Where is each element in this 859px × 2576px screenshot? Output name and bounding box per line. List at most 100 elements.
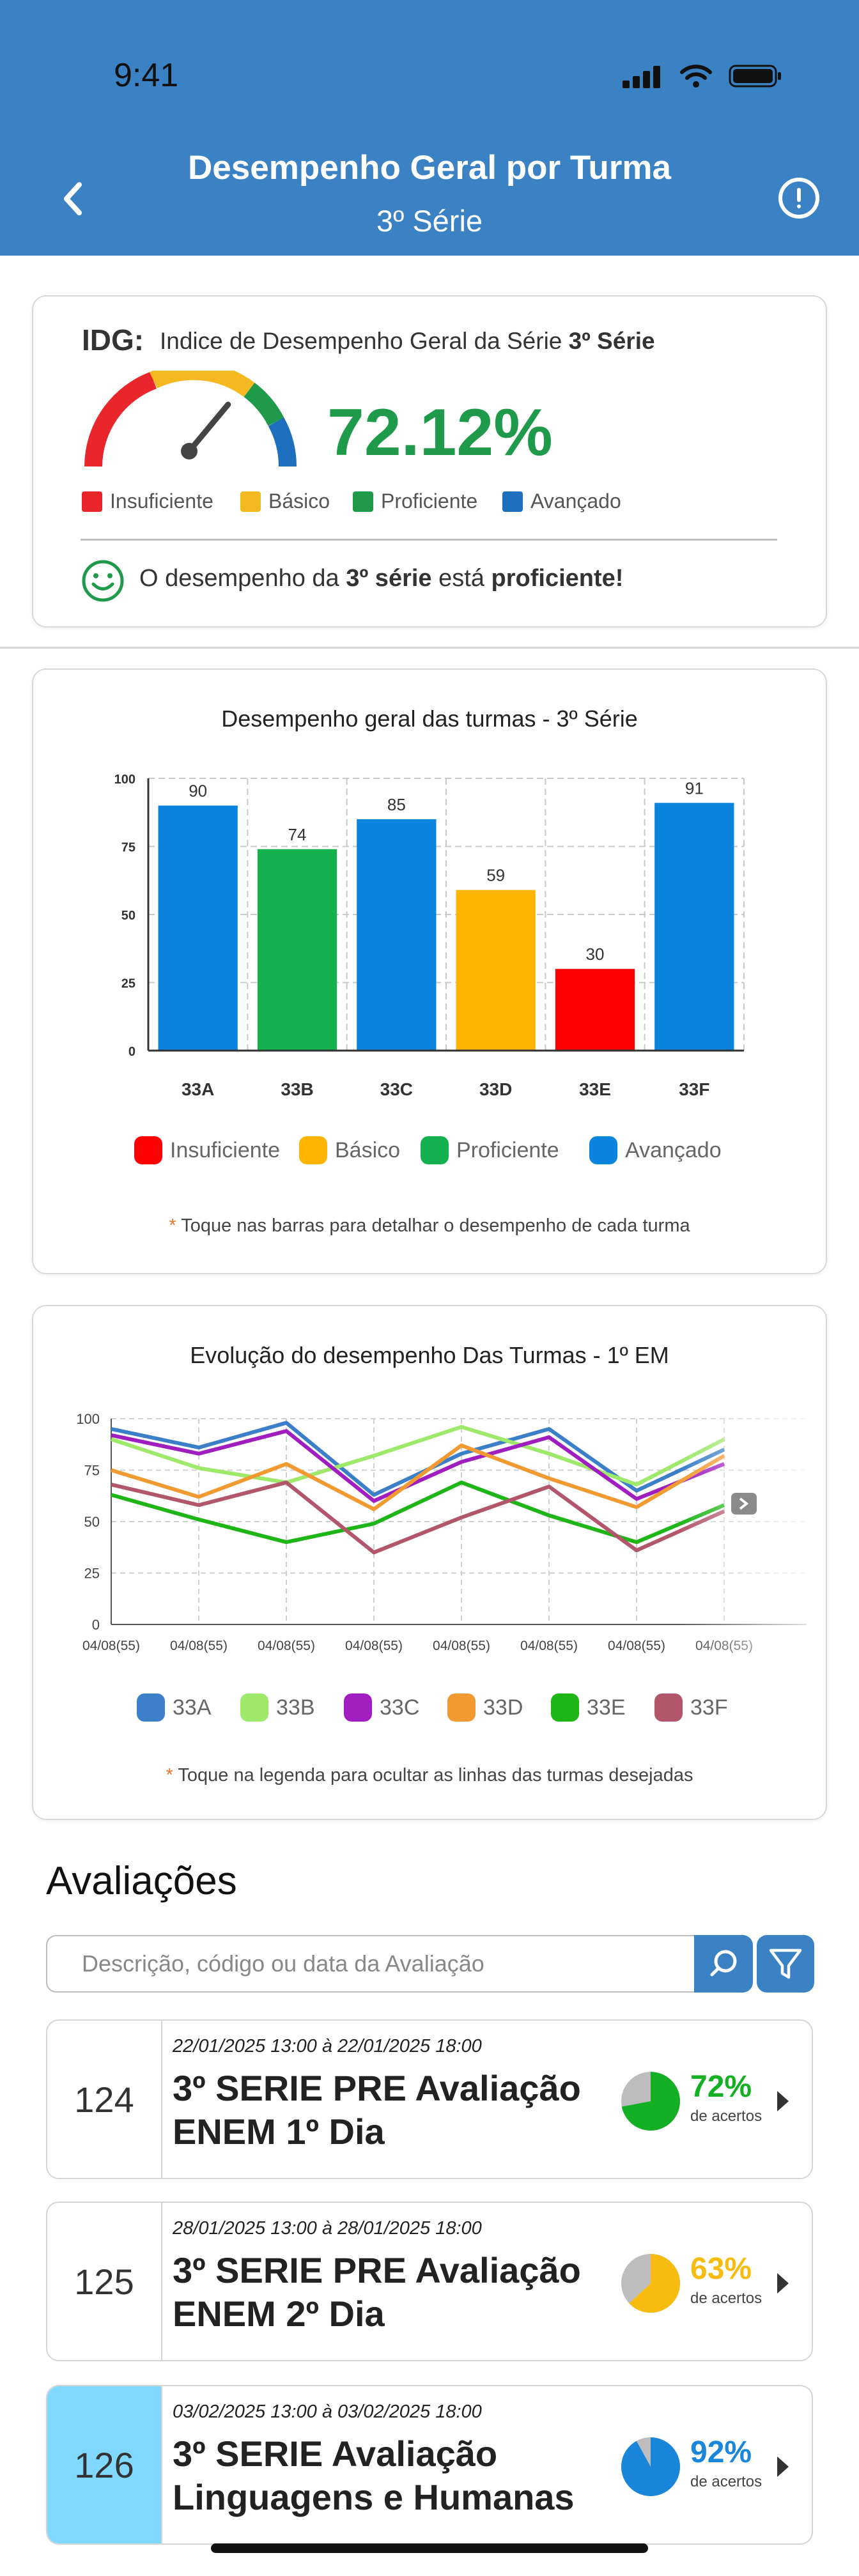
gauge-pivot: [181, 443, 197, 459]
avaliacao-card[interactable]: 125 28/01/2025 13:00 à 28/01/2025 18:00 3º…: [46, 2202, 813, 2361]
idg-series: 3º Série: [568, 328, 655, 354]
idg-description: Indice de Desempenho Geral da Série 3º S…: [160, 328, 655, 354]
bar-ytick-label: 100: [114, 773, 135, 787]
status-icons: [623, 64, 782, 88]
avaliacao-code: 126: [47, 2386, 162, 2543]
line-xtick-label: 04/08(55): [170, 1639, 228, 1653]
bar-category-label: 33B: [281, 1079, 313, 1099]
gauge-segment-insuficiente: [84, 371, 157, 467]
bar-value-label: 85: [387, 795, 406, 814]
line-legend-33b[interactable]: 33B: [240, 1693, 315, 1722]
wifi-icon: [680, 65, 712, 88]
bar-legend-avancado[interactable]: Avançado: [589, 1136, 722, 1164]
line-series-33d[interactable]: [111, 1443, 725, 1511]
bar-chart-title: Desempenho geral das turmas - 3º Série: [221, 706, 638, 732]
idg-gauge: [84, 371, 297, 467]
search-input[interactable]: [46, 1935, 752, 1993]
chevron-right-icon: [777, 2273, 789, 2294]
section-divider: [0, 647, 859, 649]
avaliacao-percent: 92%: [690, 2435, 752, 2469]
gauge-segment-avancado: [268, 417, 297, 467]
idg-legend-insuficiente: Insuficiente: [82, 490, 213, 513]
bar-chart: 0 25 50 75 100 90 33A 74 33B 85 33C 59 33D 30 33E 91 33F: [114, 773, 745, 1099]
line-chart-card: Evolução do desempenho Das Turmas - 1º E…: [32, 1305, 827, 1820]
line-ytick-label: 25: [84, 1566, 100, 1582]
bar-ytick-label: 25: [121, 977, 135, 991]
bar-value-label: 59: [486, 866, 505, 885]
chevron-left-icon: [64, 182, 82, 215]
line-chart-note: * Toque na legenda para ocultar as linha…: [166, 1765, 693, 1785]
bar-category-label: 33D: [479, 1079, 512, 1099]
bar-33b[interactable]: [257, 849, 337, 1051]
line-ytick-label: 75: [84, 1463, 100, 1479]
battery-icon: [729, 65, 781, 88]
idg-card: [32, 295, 827, 628]
bar-33e[interactable]: [555, 969, 635, 1051]
line-chart: 0 25 50 75 100 04/08(55) 04/08(55) 04/08(55) 04/…: [76, 1402, 826, 1658]
bar-category-label: 33C: [380, 1079, 413, 1099]
line-legend-33e[interactable]: 33E: [551, 1693, 626, 1722]
score-pie-chart: [621, 2437, 680, 2496]
line-ytick-label: 100: [76, 1411, 100, 1427]
line-xtick-label: 04/08(55): [345, 1639, 403, 1653]
line-legend-33d[interactable]: 33D: [447, 1693, 523, 1722]
avaliacao-date: 22/01/2025 13:00 à 22/01/2025 18:00: [173, 2036, 482, 2056]
avaliacao-card[interactable]: 124 22/01/2025 13:00 à 22/01/2025 18:00 3º…: [46, 2019, 813, 2179]
avaliacao-percent-label: de acertos: [690, 2108, 762, 2125]
gauge-segment-basico: [149, 371, 255, 397]
avaliacao-percent-label: de acertos: [690, 2473, 762, 2490]
page-subtitle: 3º Série: [376, 204, 483, 238]
search-button[interactable]: [694, 1935, 753, 1993]
chevron-right-icon: [777, 2456, 789, 2477]
chevron-right-icon: [777, 2091, 789, 2111]
bar-33d[interactable]: [456, 890, 536, 1051]
status-time: 9:41: [114, 57, 179, 94]
app-header: 9:41 Desempenho Geral por Turma 3º Série: [0, 0, 859, 256]
bar-legend-insuficiente[interactable]: Insuficiente: [134, 1136, 280, 1164]
bar-category-label: 33A: [182, 1079, 214, 1099]
line-xtick-label: 04/08(55): [433, 1639, 490, 1653]
info-icon: [797, 188, 801, 202]
idg-status-message: O desempenho da 3º série está proficient…: [139, 565, 624, 592]
avaliacao-code: 124: [47, 2021, 162, 2178]
line-legend-33a[interactable]: 33A: [137, 1693, 212, 1722]
back-button[interactable]: [52, 176, 91, 220]
info-button[interactable]: [778, 178, 819, 219]
avaliacao-card[interactable]: 126 03/02/2025 13:00 à 03/02/2025 18:00 3º…: [46, 2385, 813, 2545]
line-xtick-label: 04/08(55): [258, 1639, 315, 1653]
line-legend-33f[interactable]: 33F: [654, 1693, 728, 1722]
avaliacao-name: 3º SERIE PRE Avaliação ENEM 2º Dia: [173, 2250, 581, 2334]
avaliacao-percent-label: de acertos: [690, 2290, 762, 2307]
line-series-33c[interactable]: [111, 1429, 725, 1503]
line-ytick-label: 0: [92, 1617, 100, 1633]
bar-legend-proficiente[interactable]: Proficiente: [421, 1136, 559, 1164]
bar-chart-note: * Toque nas barras para detalhar o desem…: [169, 1215, 690, 1236]
page-title: Desempenho Geral por Turma: [188, 149, 671, 187]
idg-legend-proficiente: Proficiente: [353, 490, 477, 513]
bar-value-label: 91: [685, 778, 704, 798]
bar-chart-card: Desempenho geral das turmas - 3º Série 0…: [32, 668, 827, 1274]
search-icon: [710, 1950, 737, 1977]
line-series-33f[interactable]: [111, 1480, 725, 1555]
line-chart-title: Evolução do desempenho Das Turmas - 1º E…: [190, 1342, 669, 1368]
line-xtick-label: 04/08(55): [520, 1639, 578, 1653]
bar-33a[interactable]: [158, 805, 238, 1051]
bar-33c[interactable]: [357, 819, 437, 1051]
idg-label: IDG:: [82, 323, 144, 357]
avaliacao-percent: 63%: [690, 2252, 752, 2286]
line-ytick-label: 50: [84, 1514, 100, 1530]
home-indicator: [211, 2543, 648, 2553]
line-series-33b[interactable]: [111, 1424, 725, 1487]
gauge-segment-proficiente: [244, 382, 284, 426]
bar-legend-basico[interactable]: Básico: [299, 1136, 400, 1164]
bar-category-label: 33F: [679, 1079, 709, 1099]
scroll-right-icon[interactable]: [731, 1493, 757, 1515]
bar-ytick-label: 0: [128, 1045, 135, 1059]
filter-button[interactable]: [757, 1935, 814, 1993]
signal-icon: [623, 65, 663, 88]
line-legend-33c[interactable]: 33C: [344, 1693, 419, 1722]
avaliacoes-heading: Avaliações: [46, 1859, 237, 1903]
chevron-right-icon: [739, 1497, 749, 1510]
bar-value-label: 90: [189, 782, 207, 801]
bar-33f[interactable]: [654, 803, 734, 1051]
